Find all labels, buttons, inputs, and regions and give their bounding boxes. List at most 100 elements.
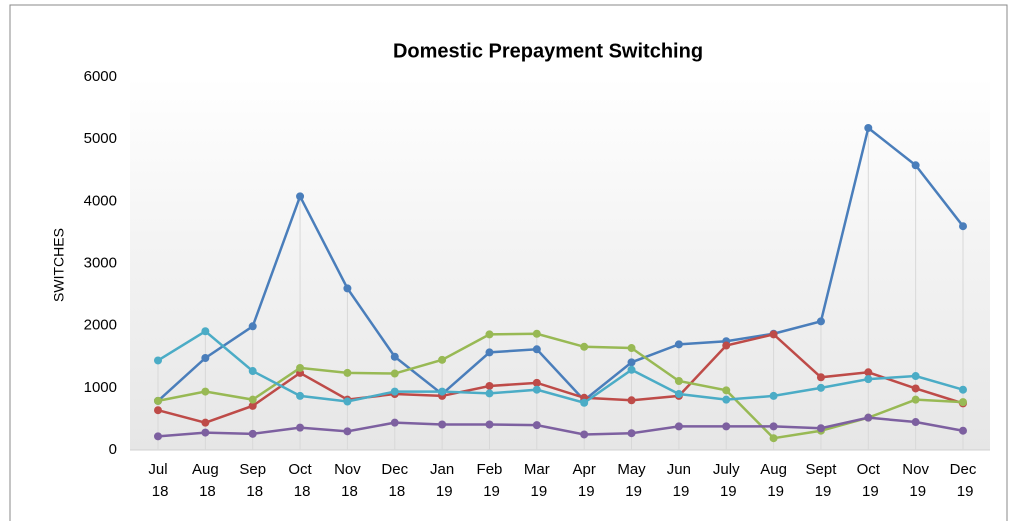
data-point: [769, 330, 778, 339]
x-tick-label-line: 18: [384, 483, 405, 500]
x-tick-label: Aug 18: [192, 461, 219, 500]
x-tick-label: Jan 19: [430, 461, 454, 500]
y-tick-label: 1000: [84, 379, 117, 396]
x-tick-label-line: Feb: [477, 461, 503, 478]
data-point: [959, 385, 967, 394]
data-point: [296, 391, 305, 400]
data-point: [769, 422, 778, 431]
data-point: [532, 345, 541, 354]
data-point: [769, 391, 778, 400]
data-point: [296, 423, 305, 432]
x-tick-label-line: 19: [858, 483, 879, 500]
x-tick-label-line: Oct: [288, 461, 312, 478]
data-point: [627, 396, 636, 405]
data-point: [959, 222, 967, 231]
data-point: [911, 395, 920, 404]
data-point: [959, 398, 967, 407]
data-point: [674, 390, 683, 399]
plot-area: [130, 77, 990, 450]
data-point: [627, 365, 636, 374]
data-point: [674, 422, 683, 431]
x-tick-label-line: Sept: [806, 461, 838, 478]
data-point: [580, 398, 589, 407]
data-point: [343, 427, 352, 436]
x-tick-label-line: Aug: [192, 461, 219, 478]
data-point: [816, 373, 825, 382]
series-line: [157, 416, 964, 438]
x-tick-label-line: Nov: [902, 461, 929, 478]
x-tick-label-line: 18: [148, 483, 169, 500]
x-tick-label-line: Sep: [239, 461, 266, 478]
data-point: [485, 420, 494, 429]
data-point: [201, 387, 210, 396]
data-point: [390, 352, 399, 361]
x-tick-label-line: Dec: [950, 461, 977, 478]
data-point: [816, 317, 825, 326]
data-point: [485, 381, 494, 390]
data-point: [722, 386, 731, 395]
chart-title: Domestic Prepayment Switching: [393, 40, 703, 62]
data-point: [296, 363, 305, 372]
x-tick-label-line: Nov: [334, 461, 361, 478]
data-point: [674, 376, 683, 385]
data-point: [154, 432, 162, 441]
data-point: [864, 375, 873, 384]
x-tick-label: Jun 19: [667, 461, 691, 500]
x-tick-label-line: Jun: [667, 461, 691, 478]
x-tick-label: July 19: [713, 461, 740, 500]
x-tick-label: Sep 18: [239, 461, 266, 500]
data-point: [438, 387, 447, 396]
x-tick-label-line: 18: [242, 483, 263, 500]
data-point: [816, 383, 825, 392]
x-tick-label-line: 19: [716, 483, 737, 500]
x-tick-label: Sept 19: [806, 461, 838, 500]
data-point: [911, 418, 920, 427]
y-tick-label: 6000: [84, 68, 117, 85]
x-tick-label-line: May: [617, 461, 646, 478]
data-point: [438, 420, 447, 429]
x-tick-label-line: Apr: [573, 461, 596, 478]
data-point: [154, 356, 162, 365]
data-point: [911, 384, 920, 393]
data-point: [532, 329, 541, 338]
x-tick-label-line: Jul: [148, 461, 167, 478]
x-tick-label-line: 19: [763, 483, 784, 500]
data-point: [296, 192, 305, 201]
data-point: [532, 421, 541, 430]
data-point: [627, 344, 636, 353]
data-point: [627, 429, 636, 438]
y-tick-label: 2000: [84, 317, 117, 334]
x-tick-label: Mar 19: [524, 461, 550, 500]
data-point: [154, 406, 162, 415]
x-tick-label: Jul 18: [148, 461, 169, 500]
x-tick-label-line: Jan: [430, 461, 454, 478]
x-tick-label-line: 19: [905, 483, 926, 500]
x-tick-label-line: July: [713, 461, 740, 478]
data-point: [722, 422, 731, 431]
data-point: [816, 424, 825, 433]
y-tick-label: 4000: [84, 192, 117, 209]
data-point: [201, 418, 210, 427]
x-tick-label-line: Mar: [524, 461, 550, 478]
data-point: [438, 355, 447, 364]
y-axis-title: SWITCHES: [51, 228, 67, 302]
x-tick-label: Oct 18: [288, 461, 312, 500]
data-point: [580, 430, 589, 439]
data-point: [343, 368, 352, 377]
x-tick-label-line: 18: [337, 483, 358, 500]
data-point: [248, 322, 257, 331]
data-point: [627, 358, 636, 367]
data-point: [911, 161, 920, 170]
x-tick-label: Dec 18: [381, 461, 408, 500]
y-tick-label: 5000: [84, 130, 117, 147]
data-point: [390, 418, 399, 427]
x-tick-label-line: Dec: [381, 461, 408, 478]
x-tick-label: Apr 19: [573, 461, 596, 500]
data-point: [154, 396, 162, 405]
x-tick-label-line: 18: [195, 483, 216, 500]
data-point: [201, 353, 210, 362]
y-tick-label: 3000: [84, 254, 117, 271]
x-tick-label: Aug 19: [760, 461, 787, 500]
series-line: [157, 329, 964, 405]
